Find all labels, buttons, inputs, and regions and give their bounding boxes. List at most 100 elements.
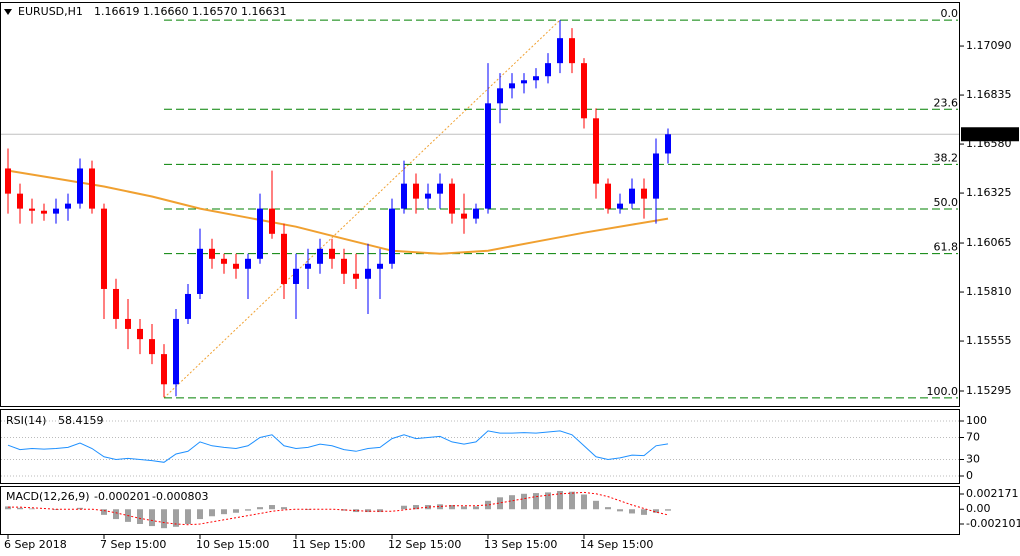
macd-bar xyxy=(113,509,119,520)
macd-bar xyxy=(233,509,239,513)
macd-bar xyxy=(149,509,155,527)
y-tick-label: 1.16835 xyxy=(966,88,1012,101)
macd-bar xyxy=(437,504,443,510)
fibo-label: 0.0 xyxy=(941,7,959,20)
candle-body xyxy=(101,208,107,289)
macd-bar xyxy=(533,493,539,510)
macd-bar xyxy=(269,505,275,510)
macd-bar xyxy=(353,509,359,513)
candle-body xyxy=(425,193,431,199)
fibo-label: 23.6 xyxy=(934,96,959,109)
candle-body xyxy=(17,193,23,209)
macd-bar xyxy=(569,491,575,510)
macd-bar xyxy=(77,507,83,510)
macd-bar xyxy=(605,507,611,510)
macd-bar xyxy=(245,509,251,511)
x-tick-label: 7 Sep 15:00 xyxy=(100,538,166,551)
candle-body xyxy=(113,288,119,319)
macd-bar xyxy=(629,509,635,514)
macd-bar xyxy=(197,509,203,520)
macd-bar xyxy=(281,507,287,510)
candle-body xyxy=(617,203,623,209)
y-tick-label: 1.17090 xyxy=(966,39,1012,52)
macd-bar xyxy=(653,509,659,513)
candle-body xyxy=(185,293,191,319)
macd-bar xyxy=(221,509,227,515)
candle-body xyxy=(149,339,155,355)
quote: 1.16619 1.16660 1.16570 1.16631 xyxy=(94,5,286,18)
rsi-panel xyxy=(0,409,960,484)
macd-bar xyxy=(5,506,11,510)
y-tick-label: 100 xyxy=(966,414,987,427)
macd-bar xyxy=(461,506,467,510)
macd-bar xyxy=(545,492,551,510)
candle-body xyxy=(245,258,251,269)
macd-title: MACD(12,26,9) xyxy=(6,490,90,503)
candle-body xyxy=(293,268,299,284)
candle-body xyxy=(305,263,311,269)
macd-bar xyxy=(173,509,179,527)
price-panel xyxy=(0,2,960,407)
y-tick-label: -0.002101 xyxy=(966,517,1020,530)
last-price-label: 1.16631 xyxy=(966,127,1012,140)
candle-body xyxy=(281,233,287,284)
candle-body xyxy=(77,168,83,204)
macd-bar xyxy=(341,509,347,511)
y-tick-label: 0.002171 xyxy=(966,487,1019,500)
macd-bar xyxy=(509,495,515,510)
candle-body xyxy=(137,328,143,340)
candle-body xyxy=(449,183,455,214)
x-tick-label: 14 Sep 15:00 xyxy=(580,538,653,551)
fibo-label: 50.0 xyxy=(934,196,959,209)
candle-body xyxy=(161,354,167,385)
candle-body xyxy=(269,208,275,234)
macd-bar xyxy=(485,500,491,510)
macd-bar xyxy=(425,505,431,510)
candle-body xyxy=(509,83,515,89)
candle-body xyxy=(365,268,371,279)
candle-body xyxy=(65,203,71,209)
macd-bar xyxy=(29,508,35,510)
y-tick-label: 30 xyxy=(966,453,980,466)
candle-body xyxy=(5,168,11,194)
macd-bar xyxy=(641,509,647,515)
candle-body xyxy=(89,168,95,209)
candle-body xyxy=(473,208,479,219)
candle-body xyxy=(521,80,527,84)
macd-bar xyxy=(665,509,671,511)
candle-body xyxy=(593,118,599,184)
macd-bar xyxy=(377,509,383,513)
macd-value: -0.000201 xyxy=(94,490,150,503)
symbol-title: EURUSD,H1 xyxy=(18,5,83,18)
rsi-value: 58.4159 xyxy=(58,414,104,427)
x-tick-label: 12 Sep 15:00 xyxy=(388,538,461,551)
macd-bar xyxy=(305,509,311,510)
macd-bar xyxy=(185,509,191,524)
rsi-line xyxy=(7,430,669,463)
candle-body xyxy=(569,38,575,64)
candle-body xyxy=(41,210,47,214)
macd-signal xyxy=(8,491,669,526)
candle-body xyxy=(641,188,647,199)
fibo-label: 61.8 xyxy=(934,241,959,254)
macd-bar xyxy=(257,507,263,510)
candle-body xyxy=(401,183,407,209)
candle-body xyxy=(341,258,347,274)
macd-bar xyxy=(365,509,371,513)
macd-bar xyxy=(209,509,215,517)
macd-bar xyxy=(473,506,479,510)
y-tick-label: 1.15810 xyxy=(966,285,1012,298)
y-tick-label: 1.16065 xyxy=(966,236,1012,249)
candle-body xyxy=(389,208,395,264)
macd-bar xyxy=(161,509,167,529)
candle-body xyxy=(329,248,335,259)
macd-bar xyxy=(581,494,587,510)
candle-body xyxy=(461,213,467,219)
macd-bar xyxy=(17,507,23,510)
candle-body xyxy=(125,318,131,329)
fibo-label: 38.2 xyxy=(934,151,959,164)
x-tick-label: 11 Sep 15:00 xyxy=(292,538,365,551)
candle-body xyxy=(221,258,227,264)
